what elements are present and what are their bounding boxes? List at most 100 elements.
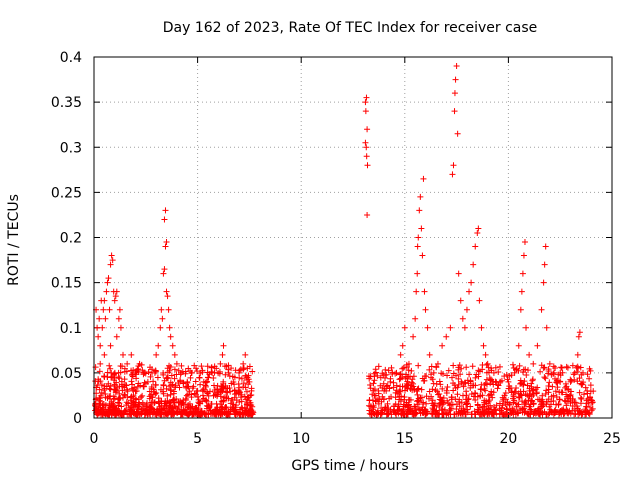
data-point [154,374,161,381]
data-point [198,363,205,370]
data-point [420,377,427,384]
data-point [184,379,191,386]
data-point [124,388,131,395]
data-point [436,390,443,397]
data-point [552,365,559,372]
data-point [111,383,118,390]
data-point [192,378,199,385]
data-point [559,408,566,415]
data-point [99,324,106,331]
data-point [97,342,104,349]
data-point [235,388,242,395]
data-point [477,392,484,399]
data-point [244,377,251,384]
data-point [408,367,415,374]
data-point [497,378,504,385]
data-point [463,388,470,395]
data-point [584,390,591,397]
data-point [159,315,166,322]
data-point [204,390,211,397]
data-point [539,392,546,399]
data-point [555,401,562,408]
data-point [542,391,549,398]
data-point [582,408,589,415]
data-point [481,385,488,392]
data-point [220,398,227,405]
data-point [472,411,479,418]
data-point [496,400,503,407]
data-point [231,381,238,388]
x-axis-label: GPS time / hours [291,458,408,474]
data-point [227,406,234,413]
data-point [376,395,383,402]
data-point [188,369,195,376]
data-point [382,366,389,373]
data-point [529,376,536,383]
data-point [559,389,566,396]
data-point [558,364,565,371]
data-point [131,403,138,410]
data-point [455,366,462,373]
data-point [571,399,578,406]
y-tick-label: 0.3 [60,140,82,156]
data-point [460,383,467,390]
data-point [120,351,127,358]
data-point [583,400,590,407]
data-point [211,369,218,376]
data-point [584,371,591,378]
data-point [167,333,174,340]
data-point [448,394,455,401]
data-point [141,369,148,376]
data-point [506,410,513,417]
data-point [516,393,523,400]
data-point [189,385,196,392]
data-point [400,364,407,371]
data-point [121,376,128,383]
data-point [553,394,560,401]
data-point [112,293,119,300]
data-point [472,243,479,250]
data-point [529,398,536,405]
data-point [528,380,535,387]
data-point [364,211,371,218]
data-point [105,275,112,282]
data-point [444,397,451,404]
data-point [504,376,511,383]
data-point [495,369,502,376]
data-point [225,366,232,373]
data-point [153,351,160,358]
data-point [470,393,477,400]
data-point [562,384,569,391]
data-point [118,403,125,410]
data-point [464,377,471,384]
data-point [426,366,433,373]
data-point [108,399,115,406]
data-point [165,375,172,382]
data-point [394,390,401,397]
data-point [467,403,474,410]
data-point [362,139,369,146]
data-point [125,400,132,407]
data-point [128,378,135,385]
data-point [515,410,522,417]
data-point [218,383,225,390]
data-point [570,371,577,378]
data-point [155,342,162,349]
data-point [524,392,531,399]
data-point [238,398,245,405]
data-point [168,398,175,405]
data-point [414,391,421,398]
data-point [520,381,527,388]
data-point [450,362,457,369]
data-point [131,384,138,391]
data-point [482,351,489,358]
data-point [430,402,437,409]
data-points [92,63,597,418]
data-point [415,362,422,369]
data-point [149,399,156,406]
data-point [553,379,560,386]
data-point [526,351,533,358]
data-point [519,409,526,416]
data-point [97,360,104,367]
data-point [137,410,144,417]
